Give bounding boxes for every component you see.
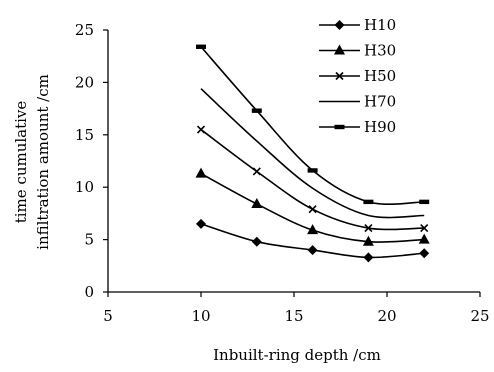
x-tick-label: 5 — [103, 307, 113, 325]
x-tick-label: 10 — [191, 307, 210, 325]
legend-item-h70: H70 — [319, 93, 396, 111]
series-h90 — [196, 44, 430, 205]
legend-label-h50: H50 — [364, 67, 396, 85]
y-tick-label: 25 — [75, 21, 94, 39]
legend-marker-h50 — [335, 71, 344, 81]
legend-label-h90: H90 — [364, 118, 396, 136]
legend-label-h70: H70 — [364, 93, 396, 111]
series-line-h50 — [200, 128, 425, 231]
data-point-h30 — [307, 224, 319, 235]
legend-item-h30: H30 — [319, 42, 396, 60]
data-point-h50 — [364, 224, 373, 233]
data-point-h10 — [196, 218, 206, 229]
legend-marker-h90 — [334, 124, 345, 130]
series-h10 — [196, 218, 430, 263]
data-point-h30 — [418, 233, 430, 244]
data-point-h10 — [419, 248, 430, 259]
y-tick-label: 20 — [75, 73, 94, 91]
data-point-h90 — [251, 108, 262, 113]
x-tick-label: 20 — [377, 307, 396, 325]
y-axis-title-group: time cumulative infiltration amount /cm — [12, 74, 52, 250]
series-h30 — [195, 167, 430, 246]
legend-label-h30: H30 — [364, 42, 396, 60]
legend: H10 H30 H50 H70 H90 — [319, 16, 396, 136]
data-point-h30 — [362, 235, 374, 246]
legend-marker-h30 — [334, 44, 345, 55]
y-tick-label: 5 — [84, 231, 94, 249]
y-tick-label: 10 — [75, 178, 94, 196]
x-axis-title: Inbuilt-ring depth /cm — [213, 346, 381, 364]
legend-marker-h10 — [334, 20, 345, 30]
data-point-h90 — [307, 168, 318, 173]
data-point-h10 — [363, 252, 374, 263]
legend-item-h10: H10 — [319, 16, 396, 34]
legend-item-h50: H50 — [319, 67, 396, 85]
series-line-h90 — [200, 46, 425, 205]
data-point-h30 — [195, 167, 207, 178]
data-point-h30 — [251, 197, 263, 208]
legend-label-h10: H10 — [364, 16, 396, 34]
series-line-h70 — [200, 88, 425, 219]
y-axis-title-line2: infiltration amount /cm — [34, 74, 52, 250]
data-point-h90 — [363, 199, 374, 205]
series-group — [195, 44, 430, 263]
y-tick-label: 0 — [84, 283, 94, 301]
data-point-h10 — [251, 236, 262, 247]
series-h50 — [196, 125, 429, 233]
x-tick-label: 25 — [470, 307, 489, 325]
data-point-h50 — [252, 167, 261, 176]
legend-item-h90: H90 — [319, 118, 396, 136]
data-point-h90 — [419, 199, 430, 205]
data-point-h10 — [307, 245, 318, 256]
y-tick-label: 15 — [75, 126, 94, 144]
data-point-h50 — [308, 205, 317, 214]
y-axis-title-line1: time cumulative — [12, 101, 30, 224]
data-point-h50 — [196, 125, 206, 134]
series-h70 — [200, 88, 425, 219]
data-point-h50 — [420, 224, 429, 233]
x-tick-label: 15 — [284, 307, 303, 325]
data-point-h90 — [196, 44, 206, 49]
